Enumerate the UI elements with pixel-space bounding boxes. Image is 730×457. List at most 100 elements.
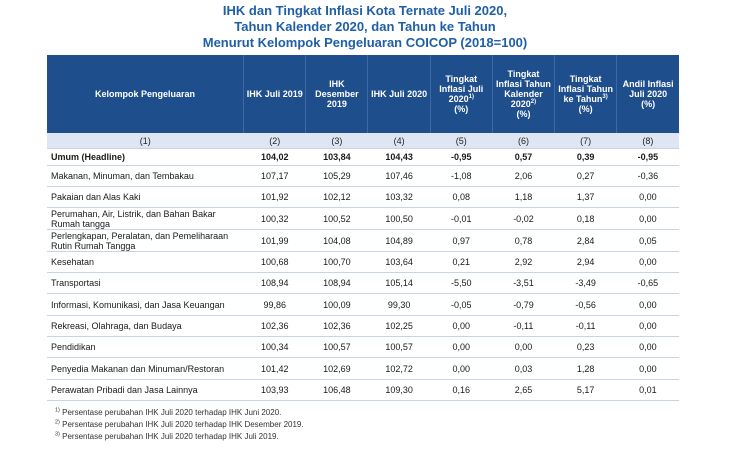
row-label: Pendidikan [47, 336, 244, 358]
table-cell: 109,30 [367, 379, 431, 401]
table-row: Pakaian dan Alas Kaki 101,92 102,12 103,32 0… [47, 186, 679, 208]
table-cell: -0,02 [492, 207, 555, 230]
row-label: Rekreasi, Olahraga, dan Budaya [47, 315, 244, 337]
column-number-row: (1) (2) (3) (4) (5) (6) (7) (8) [47, 133, 679, 149]
table-cell: 0,39 [554, 148, 617, 166]
table-cell: 0,18 [554, 207, 617, 230]
table-cell: 104,08 [305, 229, 368, 252]
table-cell: 2,84 [554, 229, 617, 252]
table-cell: 0,16 [430, 379, 493, 401]
table-cell: -0,56 [554, 293, 617, 316]
column-number: (4) [367, 133, 431, 149]
table-cell: 107,46 [367, 165, 431, 187]
column-header-label: Tingkat Inflasi Juli 2020 [439, 74, 484, 104]
table-cell: 100,09 [305, 293, 368, 316]
table-cell: 0,00 [616, 336, 679, 358]
table-cell: 108,94 [305, 272, 368, 294]
table-cell: -3,51 [492, 272, 555, 294]
column-header-label: Tingkat Inflasi Tahun ke Tahun [558, 74, 614, 104]
table-cell: -0,79 [492, 293, 555, 316]
footnote: 2) Persentase perubahan IHK Juli 2020 te… [55, 419, 304, 431]
row-label: Makanan, Minuman, dan Tembakau [47, 165, 244, 187]
table-cell: 100,57 [305, 336, 368, 358]
table-cell: 0,00 [616, 315, 679, 337]
table-cell: 0,21 [430, 251, 493, 273]
table-cell: 104,89 [367, 229, 431, 252]
table-cell: 0,97 [430, 229, 493, 252]
column-header-8: Andil Inflasi Juli 2020 (%) [616, 55, 679, 133]
table-cell: 0,00 [430, 357, 493, 380]
table-cell: 100,52 [305, 207, 368, 230]
table-title: IHK dan Tingkat Inflasi Kota Ternate Jul… [0, 0, 730, 51]
table-cell: 0,23 [554, 336, 617, 358]
table-cell: 100,70 [305, 251, 368, 273]
table-cell: -0,01 [430, 207, 493, 230]
footnote-mark: 3) [602, 94, 608, 100]
column-header-label: IHK Juli 2019 [246, 89, 303, 99]
table-cell: 101,42 [243, 357, 306, 380]
table-row: Rekreasi, Olahraga, dan Budaya 102,36 102,… [47, 315, 679, 337]
column-number: (1) [47, 133, 244, 149]
title-line-3: Menurut Kelompok Pengeluaran COICOP (201… [202, 35, 528, 50]
table-cell: 2,65 [492, 379, 555, 401]
table-row: Makanan, Minuman, dan Tembakau 107,17 105,… [47, 165, 679, 187]
table-cell: 0,03 [492, 357, 555, 380]
row-label: Perlengkapan, Peralatan, dan Pemeliharaa… [47, 229, 244, 252]
table-row: Pendidikan 100,34 100,57 100,57 0,00 0,00 0,23… [47, 336, 679, 358]
table-cell: 0,00 [616, 207, 679, 230]
footnote: 1) Persentase perubahan IHK Juli 2020 te… [55, 407, 304, 419]
column-header-3: IHK Desember 2019 [305, 55, 369, 133]
column-number: (3) [305, 133, 368, 149]
table-row: Transportasi 108,94 108,94 105,14 -5,50 -3,51… [47, 272, 679, 294]
table-cell: 2,94 [554, 251, 617, 273]
table-cell: 103,93 [243, 379, 306, 401]
column-number: (8) [616, 133, 679, 149]
table-cell: 5,17 [554, 379, 617, 401]
table-cell: 1,28 [554, 357, 617, 380]
column-header-1: Kelompok Pengeluaran [47, 55, 245, 133]
footnote-mark: 2) [55, 419, 60, 426]
table-cell: 99,30 [367, 293, 431, 316]
column-header-unit: (%) [578, 104, 593, 114]
table-cell: 105,29 [305, 165, 368, 187]
column-number: (6) [492, 133, 555, 149]
footnote: 3) Persentase perubahan IHK Juli 2020 te… [55, 431, 304, 443]
table-cell: 1,18 [492, 186, 555, 208]
column-header-2: IHK Juli 2019 [243, 55, 307, 133]
table-cell: 101,99 [243, 229, 306, 252]
table-cell: 0,78 [492, 229, 555, 252]
table-cell: 0,00 [616, 186, 679, 208]
table-cell: 102,12 [305, 186, 368, 208]
table-cell: 0,00 [430, 336, 493, 358]
table-cell: 100,50 [367, 207, 431, 230]
table-cell: 108,94 [243, 272, 306, 294]
table-cell: -0,95 [430, 148, 493, 166]
row-label: Kesehatan [47, 251, 244, 273]
table-row: Perlengkapan, Peralatan, dan Pemeliharaa… [47, 229, 679, 252]
table-cell: 2,06 [492, 165, 555, 187]
table-row: Kesehatan 100,68 100,70 103,64 0,21 2,92 2,94 0… [47, 251, 679, 273]
table-cell: 0,57 [492, 148, 555, 166]
column-number: (2) [243, 133, 306, 149]
table-cell: 0,00 [616, 293, 679, 316]
inflation-table: Kelompok Pengeluaran IHK Juli 2019 IHK Des… [47, 55, 679, 401]
column-header-unit: (%) [516, 109, 531, 119]
table-row: Penyedia Makanan dan Minuman/Restoran 101… [47, 357, 679, 380]
table-cell: 102,69 [305, 357, 368, 380]
table-cell: -0,36 [616, 165, 679, 187]
table-cell: 100,34 [243, 336, 306, 358]
footnote-mark: 1) [55, 407, 60, 414]
row-label: Perumahan, Air, Listrik, dan Bahan Bakar… [47, 207, 244, 230]
table-cell: 0,00 [616, 357, 679, 380]
table-row: Perawatan Pribadi dan Jasa Lainnya 103,93… [47, 379, 679, 401]
title-line-1: IHK dan Tingkat Inflasi Kota Ternate Jul… [222, 3, 508, 18]
row-label: Transportasi [47, 272, 244, 294]
column-number: (7) [554, 133, 617, 149]
table-cell: 103,84 [305, 148, 368, 166]
table-cell: 0,08 [430, 186, 493, 208]
table-row: Perumahan, Air, Listrik, dan Bahan Bakar… [47, 207, 679, 230]
table-cell: 107,17 [243, 165, 306, 187]
row-label: Penyedia Makanan dan Minuman/Restoran [47, 357, 244, 380]
column-header-unit: (%) [454, 104, 469, 114]
